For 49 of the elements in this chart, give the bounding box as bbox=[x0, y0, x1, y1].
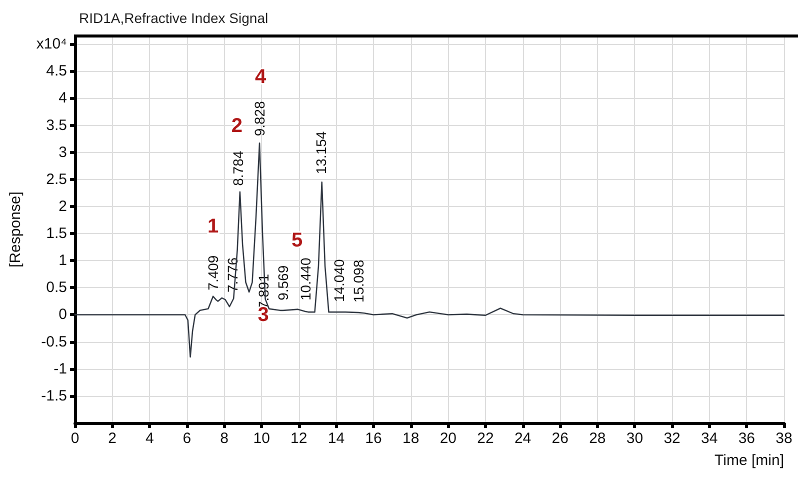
y-tick-label: -0.5 bbox=[41, 333, 67, 350]
x-tick-label: 34 bbox=[701, 430, 718, 447]
y-tick-label: 1.5 bbox=[46, 225, 67, 242]
x-tick-label: 24 bbox=[514, 430, 532, 447]
x-tick-label: 38 bbox=[776, 430, 792, 447]
y-tick-label: 1 bbox=[58, 252, 67, 270]
annotation: 13.154 bbox=[312, 131, 329, 174]
x-tick-label: 14 bbox=[328, 430, 345, 447]
y-tick-label: 3 bbox=[58, 144, 67, 161]
annotation: 4 bbox=[254, 66, 267, 88]
x-tick-label: 30 bbox=[626, 430, 644, 447]
y-tick-label: 4 bbox=[58, 90, 67, 107]
annotation: 1 bbox=[208, 215, 219, 238]
annotation: 15.098 bbox=[350, 260, 367, 303]
y-tick-label: 0.5 bbox=[46, 279, 67, 296]
y-tick-label: -1.5 bbox=[41, 387, 67, 404]
y-tick-label: 0 bbox=[58, 306, 67, 324]
chart-title: RID1A,Refractive Index Signal bbox=[79, 10, 268, 26]
annotation: 9.569 bbox=[275, 265, 292, 300]
y-tick-label: -1 bbox=[54, 360, 67, 378]
y-tick-label: 4.5 bbox=[46, 62, 67, 80]
x-tick-label: 10 bbox=[253, 430, 270, 447]
annotation: 5 bbox=[291, 229, 303, 252]
x-tick-label: 22 bbox=[477, 430, 494, 447]
y-tick-label: 2 bbox=[58, 198, 67, 215]
x-tick-label: 28 bbox=[589, 430, 606, 447]
x-tick-label: 2 bbox=[108, 430, 116, 447]
x-tick-label: 4 bbox=[145, 430, 154, 447]
annotation: 10.440 bbox=[297, 257, 314, 300]
annotation: 7.409 bbox=[205, 255, 222, 290]
x-tick-label: 16 bbox=[365, 430, 382, 447]
x-tick-label: 8 bbox=[220, 430, 228, 447]
y-axis-title: [Response] bbox=[7, 192, 24, 268]
annotation: 14.040 bbox=[331, 259, 348, 302]
x-axis-title: Time [min] bbox=[714, 452, 784, 469]
x-tick-label: 36 bbox=[738, 430, 756, 447]
annotation: 8.784 bbox=[230, 150, 246, 186]
y-tick-label: 2.5 bbox=[46, 170, 67, 188]
x-tick-label: 12 bbox=[290, 430, 308, 447]
x-tick-label: 20 bbox=[440, 430, 456, 447]
y-tick-label: x10⁴ bbox=[36, 36, 67, 53]
x-tick-label: 26 bbox=[552, 430, 568, 447]
x-tick-label: 18 bbox=[402, 430, 420, 447]
x-tick-label: 6 bbox=[182, 430, 192, 447]
x-tick-label: 32 bbox=[664, 430, 680, 447]
annotation: 2 bbox=[231, 114, 242, 137]
x-tick-label: 0 bbox=[70, 430, 80, 447]
y-tick-label: 3.5 bbox=[46, 116, 67, 134]
annotation: 9.828 bbox=[252, 100, 268, 136]
